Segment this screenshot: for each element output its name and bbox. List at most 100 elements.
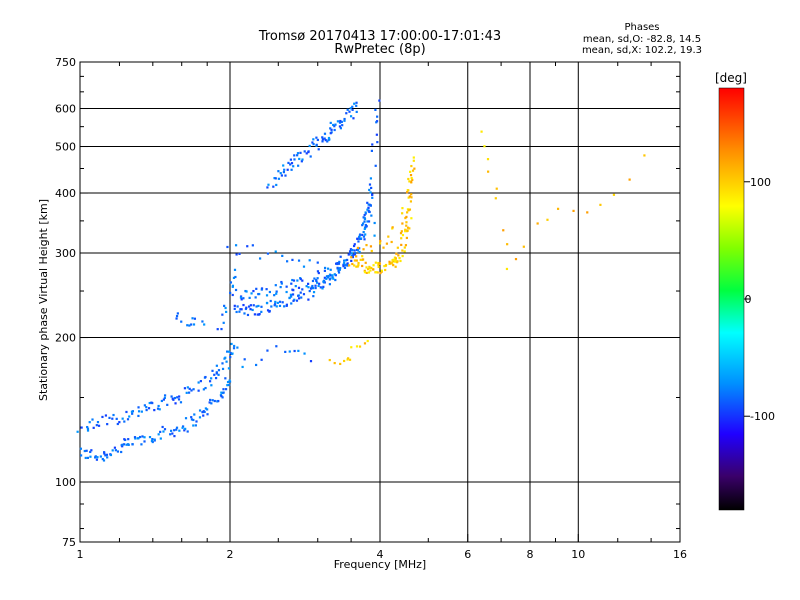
data-point [353, 264, 356, 267]
colorbar-tick-label: -100 [750, 410, 775, 423]
data-point [399, 259, 402, 263]
data-point [297, 259, 301, 262]
data-point [245, 306, 248, 309]
data-point [343, 359, 346, 363]
data-point [190, 323, 193, 326]
data-point [226, 245, 229, 249]
data-point [140, 443, 143, 446]
data-point [83, 449, 86, 453]
data-point [355, 255, 358, 258]
data-point [175, 314, 179, 318]
data-point [348, 250, 352, 253]
data-point [628, 178, 631, 181]
data-point [483, 145, 486, 148]
data-point [284, 350, 287, 353]
data-point [394, 260, 397, 263]
data-point [316, 261, 319, 264]
data-point [362, 235, 366, 238]
x-tick-label: 10 [571, 548, 585, 561]
data-point [364, 233, 367, 236]
data-point [125, 410, 128, 414]
data-point [120, 450, 123, 454]
data-point [346, 108, 349, 111]
data-point [365, 244, 368, 247]
data-point [408, 195, 411, 198]
data-point [612, 193, 616, 196]
data-point [204, 386, 207, 390]
data-point [279, 172, 282, 175]
data-point [181, 425, 185, 428]
data-point [410, 196, 413, 199]
data-point [273, 304, 276, 307]
data-point [338, 125, 342, 128]
data-point [231, 352, 234, 355]
data-point [214, 376, 218, 380]
data-point [301, 279, 304, 282]
data-point [191, 317, 194, 320]
data-point [546, 218, 549, 221]
phases-title: Phases [624, 22, 659, 33]
data-point [231, 284, 235, 287]
data-point [317, 271, 320, 275]
data-point [334, 123, 337, 126]
data-point [260, 310, 263, 313]
data-point [366, 220, 369, 223]
data-point [392, 258, 395, 261]
data-point [347, 357, 350, 360]
data-point [408, 208, 412, 211]
data-point [137, 414, 140, 418]
data-point [224, 388, 228, 391]
data-point [363, 238, 366, 241]
data-point [357, 264, 360, 267]
data-point [104, 414, 108, 417]
data-point [233, 268, 237, 271]
data-point [336, 262, 339, 266]
y-tick-label: 100 [55, 476, 76, 489]
data-point [329, 121, 332, 124]
data-point [377, 263, 380, 266]
data-point [364, 223, 367, 227]
data-point [277, 170, 280, 173]
data-point [221, 391, 224, 395]
data-point [332, 123, 335, 127]
data-point [297, 294, 300, 297]
data-point [281, 254, 284, 258]
data-point [190, 389, 193, 392]
data-point [289, 158, 292, 161]
data-point [266, 309, 270, 312]
data-point [599, 203, 602, 206]
data-point [234, 275, 237, 279]
data-point [255, 363, 258, 367]
data-point [401, 249, 404, 252]
data-point [311, 284, 314, 288]
data-point [221, 313, 224, 316]
data-point [280, 174, 283, 177]
data-point [506, 243, 509, 246]
data-point [311, 141, 314, 144]
data-point [163, 428, 167, 431]
data-point [175, 428, 178, 431]
data-point [194, 424, 197, 427]
data-point [221, 396, 224, 399]
data-point [411, 169, 415, 172]
data-point [308, 289, 311, 293]
data-point [123, 420, 126, 423]
data-point [363, 271, 367, 274]
data-point [333, 128, 336, 132]
data-point [234, 288, 238, 292]
data-point [358, 237, 362, 241]
data-point [252, 289, 255, 293]
data-point [258, 312, 261, 316]
data-point [400, 243, 403, 247]
data-point [274, 300, 277, 304]
data-point [339, 255, 342, 258]
data-point [572, 209, 575, 213]
phases-x-line: mean, sd,X: 102.2, 19.3 [582, 45, 702, 56]
data-point [215, 372, 218, 375]
data-point [502, 229, 505, 232]
data-point [329, 274, 333, 277]
data-point [156, 407, 160, 410]
data-point [312, 295, 315, 298]
data-point [362, 216, 365, 219]
